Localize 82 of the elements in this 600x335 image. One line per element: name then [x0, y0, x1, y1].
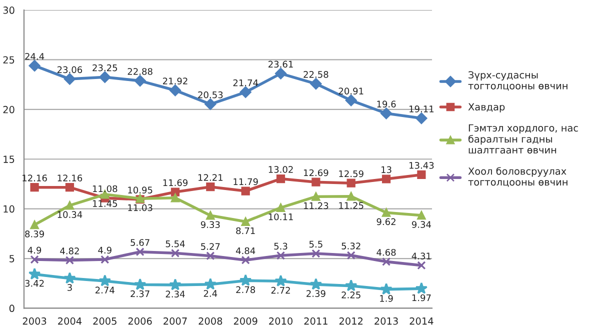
data-label: 9.33 — [200, 221, 220, 228]
x-tick-label: 2005 — [93, 317, 116, 325]
x-tick-label: 2007 — [164, 317, 187, 325]
data-label: 12.16 — [22, 174, 47, 182]
data-label: 4.82 — [60, 248, 79, 254]
data-label: 19.11 — [410, 106, 434, 112]
y-tick-label: 5 — [10, 255, 14, 262]
data-label: 8.39 — [25, 230, 44, 238]
data-label: 2.25 — [342, 292, 360, 298]
data-label: 4.9 — [98, 246, 112, 254]
data-label: 23.25 — [92, 64, 118, 72]
data-label: 21.74 — [233, 79, 258, 86]
data-label: 10.95 — [128, 186, 152, 194]
legend-label: Гэмтэл хордлого, нас баралтын гадны шалтгаант өвчин — [468, 124, 578, 154]
data-label: 11.08 — [92, 185, 118, 192]
data-label: 12.16 — [58, 174, 82, 182]
data-label: 2.72 — [271, 286, 290, 294]
data-label: 19.6 — [377, 100, 396, 108]
data-label: 9.34 — [412, 221, 431, 228]
data-label: 20.91 — [338, 88, 364, 94]
legend-label: Хоол боловсруулах тогтолцооны өвчин — [468, 167, 568, 187]
data-label: 12.69 — [304, 169, 328, 176]
data-label: 10.34 — [58, 211, 82, 218]
y-tick-label: 15 — [4, 156, 14, 163]
data-label: 4.9 — [28, 246, 42, 254]
data-label: 13.02 — [268, 166, 293, 173]
data-label: 2.4 — [204, 290, 218, 297]
data-label: 23.61 — [268, 60, 293, 68]
data-label: 5.32 — [342, 242, 360, 250]
data-label: 11.79 — [234, 178, 258, 186]
data-label: 5.3 — [274, 242, 288, 250]
data-label: 12.59 — [339, 170, 364, 178]
y-tick-label: 30 — [3, 6, 14, 14]
data-label: 2.34 — [166, 290, 185, 298]
x-tick-label: 2010 — [269, 317, 292, 325]
data-label: 20.53 — [198, 91, 223, 98]
data-label: 11.03 — [128, 204, 152, 212]
data-label: 5.5 — [309, 240, 322, 248]
x-tick-label: 2003 — [22, 317, 46, 325]
data-label: 3.42 — [25, 280, 44, 287]
data-label: 5.67 — [130, 239, 150, 246]
data-label: 11.69 — [163, 179, 188, 186]
data-label: 2.74 — [96, 286, 114, 294]
legend-label: Зүрх-судасны тогтолцооны өвчин — [468, 71, 568, 91]
y-tick-label: 0 — [9, 304, 14, 312]
data-label: 23.06 — [57, 66, 82, 74]
legend-label: Хавдар — [468, 103, 505, 112]
x-tick-label: 2009 — [234, 317, 258, 325]
y-tick-label: 25 — [3, 56, 14, 64]
x-tick-label: 2008 — [198, 317, 222, 325]
data-label: 5.27 — [201, 243, 220, 250]
data-label: 10.11 — [268, 213, 293, 220]
data-label: 11.45 — [92, 200, 118, 207]
x-tick-label: 2013 — [374, 317, 398, 325]
x-tick-label: 2006 — [128, 317, 152, 325]
data-label: 22.88 — [128, 68, 152, 75]
data-label: 4.84 — [236, 247, 256, 254]
data-label: 11.25 — [339, 202, 364, 209]
data-label: 13.43 — [410, 162, 434, 169]
data-label: 8.71 — [236, 227, 255, 234]
data-label: 2.78 — [236, 286, 256, 294]
data-label: 2.39 — [306, 290, 326, 297]
data-label: 12.21 — [198, 174, 223, 181]
data-label: 13 — [382, 166, 392, 174]
x-tick-label: 2012 — [339, 317, 362, 325]
data-label: 9.62 — [376, 218, 396, 226]
data-label: 1.97 — [412, 294, 431, 302]
y-tick-label: 20 — [3, 106, 14, 114]
data-label: 21.92 — [162, 78, 188, 84]
data-label: 3 — [68, 284, 72, 291]
data-label: 1.9 — [380, 295, 393, 302]
data-label: 5.54 — [166, 240, 185, 248]
x-tick-label: 2011 — [304, 317, 328, 325]
data-label: 24.4 — [25, 52, 44, 60]
data-label: 22.58 — [304, 71, 328, 78]
data-label: 2.37 — [130, 290, 150, 298]
x-tick-label: 2004 — [58, 317, 82, 325]
data-label: 4.31 — [412, 252, 431, 260]
data-label: 11.23 — [304, 202, 328, 210]
x-tick-label: 2014 — [410, 317, 434, 325]
data-label: 4.68 — [376, 248, 396, 256]
y-tick-label: 10 — [4, 205, 14, 213]
